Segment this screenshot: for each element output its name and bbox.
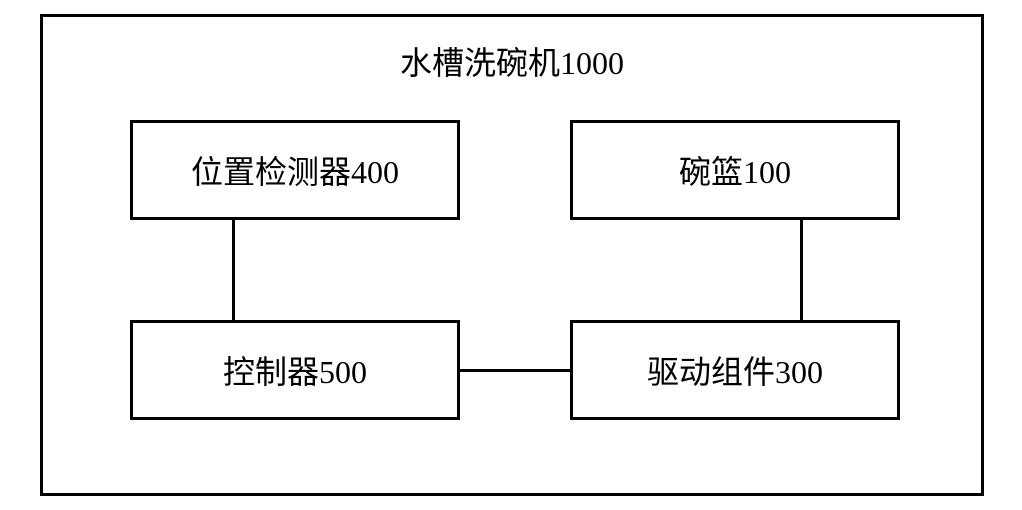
block-bowl-basket: 碗篮100 xyxy=(570,120,900,220)
diagram-canvas: 水槽洗碗机1000 位置检测器400 碗篮100 控制器500 驱动组件300 xyxy=(0,0,1022,510)
block-controller: 控制器500 xyxy=(130,320,460,420)
connector-controller-drive xyxy=(460,369,570,372)
block-position-detector: 位置检测器400 xyxy=(130,120,460,220)
block-drive-assembly: 驱动组件300 xyxy=(570,320,900,420)
diagram-title: 水槽洗碗机1000 xyxy=(380,38,644,78)
outer-container xyxy=(40,14,984,496)
connector-basket-drive xyxy=(800,220,803,320)
connector-detector-controller xyxy=(232,220,235,320)
